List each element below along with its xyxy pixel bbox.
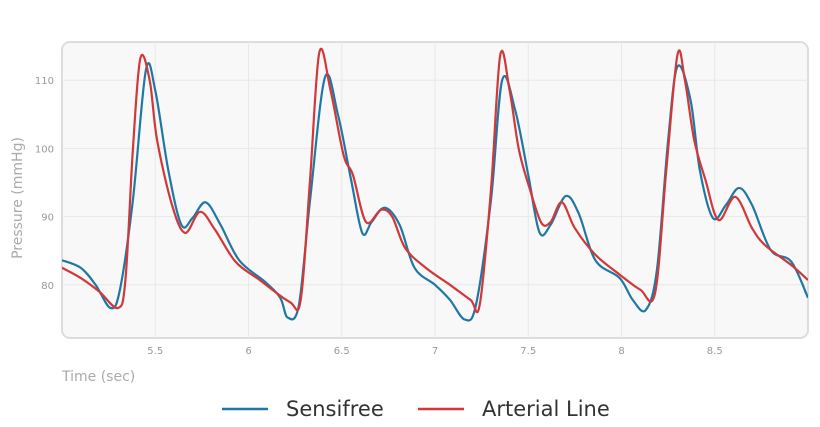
y-tick-label: 90 — [41, 213, 54, 224]
y-tick-label: 110 — [35, 76, 54, 87]
x-tick-label: 6.5 — [334, 346, 350, 357]
y-tick-label: 80 — [41, 281, 54, 292]
legend-label: Sensifree — [286, 397, 384, 421]
y-axis-title: Pressure (mmHg) — [10, 137, 26, 259]
x-tick-label: 7 — [432, 346, 438, 357]
data-line — [62, 47, 808, 314]
x-tick-label: 5.5 — [147, 346, 163, 357]
x-tick-label: 6 — [245, 346, 251, 357]
x-tick-label: 8 — [618, 346, 624, 357]
x-tick-label: 7.5 — [520, 346, 536, 357]
y-tick-label: 100 — [35, 144, 54, 155]
x-tick-label: 8.5 — [707, 346, 723, 357]
x-axis-title: Time (sec) — [61, 369, 135, 385]
legend-label: Arterial Line — [482, 397, 610, 421]
